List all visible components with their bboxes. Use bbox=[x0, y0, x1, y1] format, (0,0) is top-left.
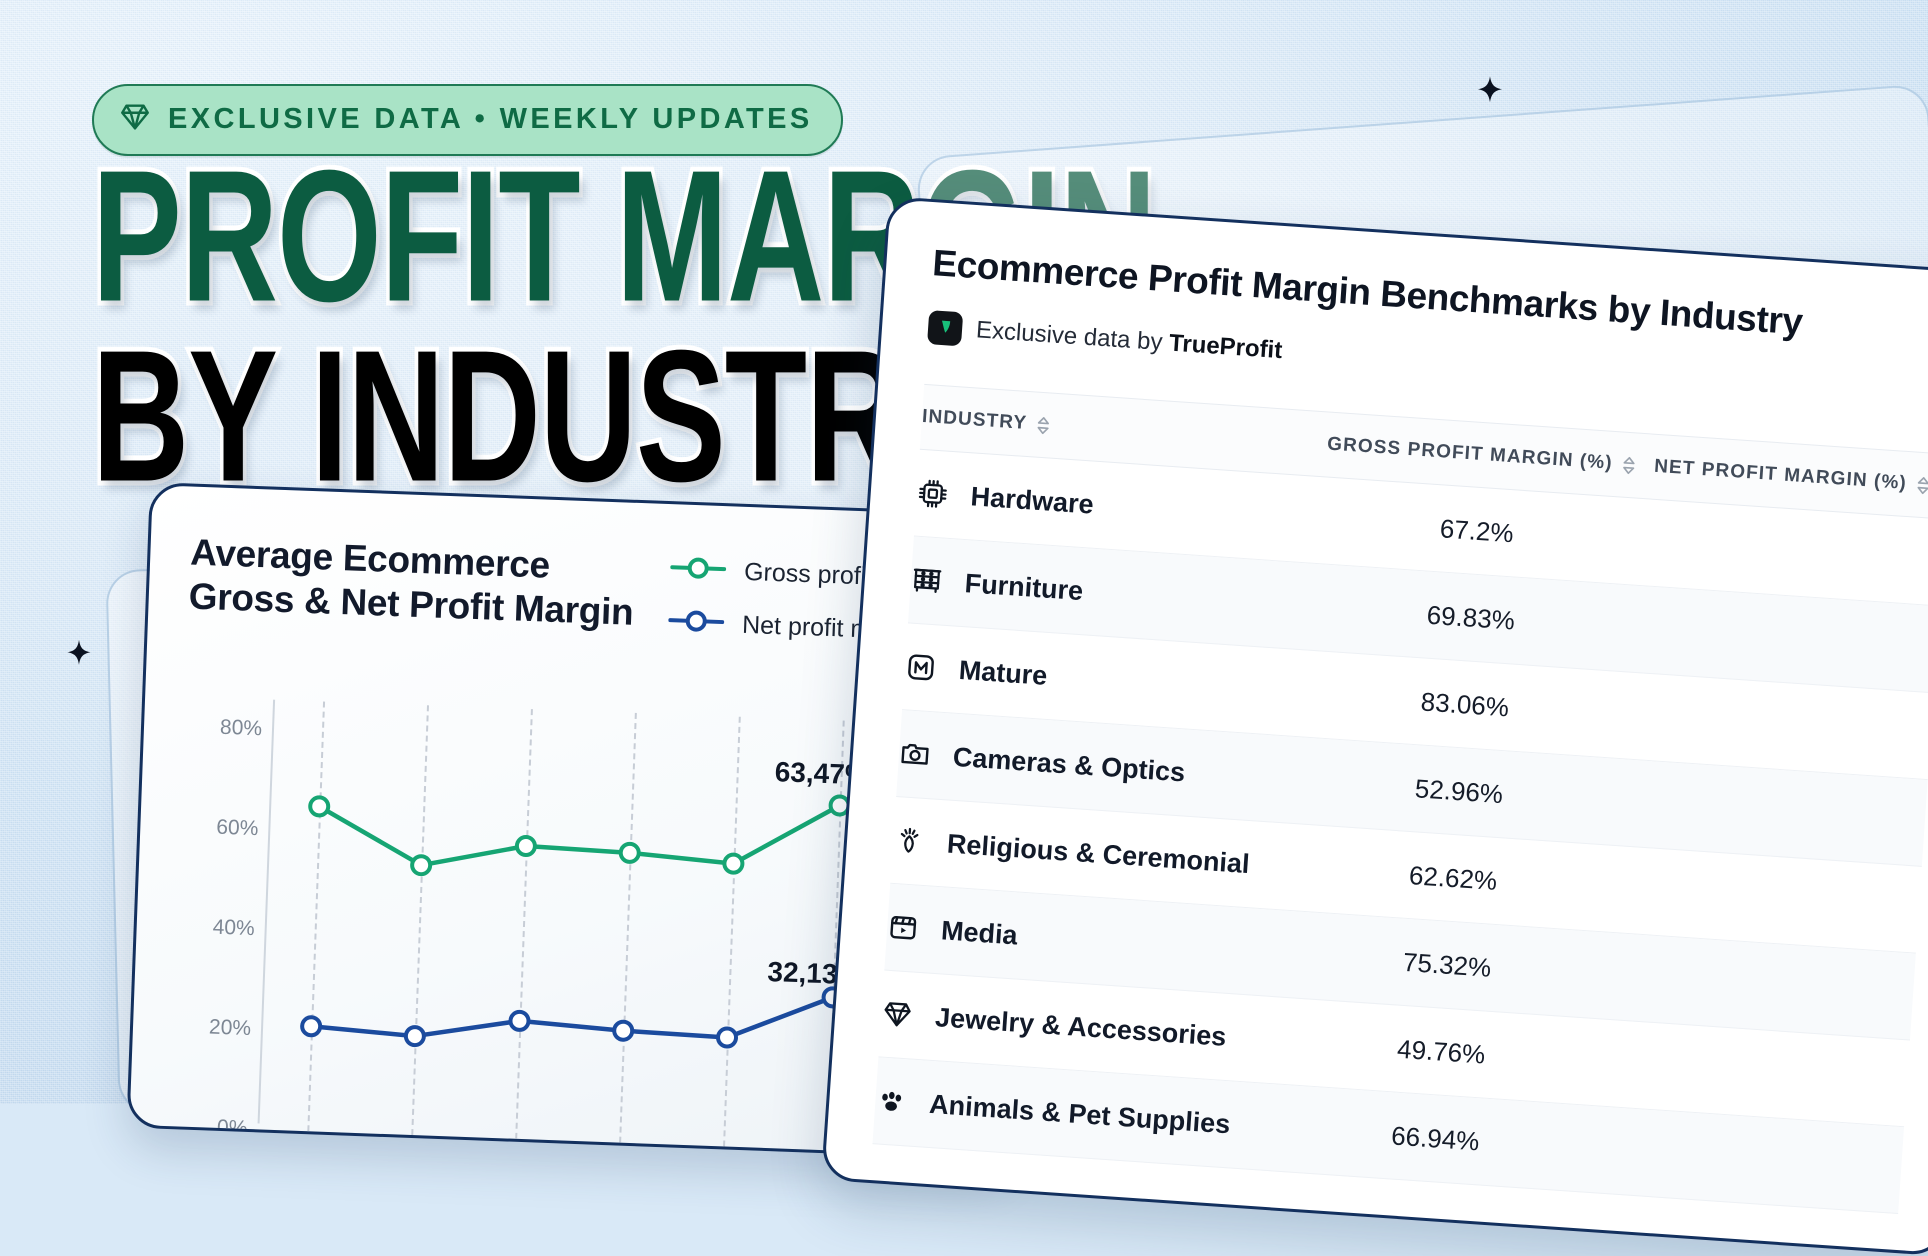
data-point-gross bbox=[722, 852, 745, 875]
cell-gross-margin: 52.96% bbox=[1414, 772, 1505, 809]
cell-net-margin bbox=[1632, 541, 1928, 562]
cell-industry: Mature bbox=[904, 650, 1311, 710]
diamond-icon bbox=[880, 997, 914, 1031]
data-point-net bbox=[403, 1025, 426, 1048]
data-point-gross bbox=[514, 835, 537, 858]
cell-net-margin bbox=[1608, 889, 1919, 910]
attribution-text: Exclusive data by TrueProfit bbox=[975, 316, 1283, 365]
sort-icon[interactable] bbox=[1621, 455, 1637, 475]
cell-gross-margin: 66.94% bbox=[1390, 1119, 1481, 1156]
cell-industry: Cameras & Optics bbox=[898, 737, 1305, 797]
diamond-gem-icon bbox=[118, 100, 152, 139]
data-point-net bbox=[612, 1019, 635, 1042]
table-row[interactable]: Cameras & Optics 52.96% bbox=[896, 710, 1928, 867]
chart-title: Average Ecommerce Gross & Net Profit Mar… bbox=[188, 531, 635, 633]
table-row[interactable]: Mature 83.06% bbox=[902, 623, 1928, 781]
column-header-net-label: NET PROFIT MARGIN (%) bbox=[1653, 455, 1908, 494]
industry-name: Mature bbox=[957, 654, 1049, 691]
exclusive-data-badge: EXCLUSIVE DATA • WEEKLY UPDATES bbox=[92, 84, 843, 156]
paw-icon bbox=[874, 1084, 908, 1118]
column-header-net-profit-margin[interactable]: NET PROFIT MARGIN (%) bbox=[1636, 455, 1928, 498]
table-row[interactable]: Religious & Ceremonial 62.62% bbox=[890, 796, 1922, 954]
chart-legend: Gross profit margin Net profit margin bbox=[667, 554, 1001, 672]
table-row[interactable]: Furniture 69.83% bbox=[907, 536, 1928, 694]
cell-net-margin bbox=[1602, 975, 1913, 996]
table-card-attribution: Exclusive data by TrueProfit bbox=[927, 310, 1928, 414]
cell-industry: Hardware bbox=[916, 477, 1323, 537]
column-header-industry[interactable]: INDUSTRY bbox=[921, 406, 1327, 456]
cell-net-margin bbox=[1591, 1149, 1902, 1170]
industry-name: Jewelry & Accessories bbox=[934, 1001, 1228, 1052]
cell-industry: Animals & Pet Supplies bbox=[874, 1084, 1281, 1144]
legend-item-net[interactable]: Net profit margin bbox=[668, 607, 999, 650]
sort-icon[interactable] bbox=[1915, 475, 1928, 495]
column-header-industry-label: INDUSTRY bbox=[921, 405, 1028, 434]
benchmarks-table-card: Ecommerce Profit Margin Benchmarks by In… bbox=[820, 196, 1928, 1256]
cell-industry: Jewelry & Accessories bbox=[880, 997, 1287, 1057]
cell-net-margin bbox=[1620, 715, 1928, 736]
legend-marker-net-icon bbox=[668, 607, 725, 640]
data-point-net bbox=[716, 1026, 739, 1049]
cell-gross-margin: 83.06% bbox=[1419, 685, 1510, 722]
data-point-net bbox=[508, 1009, 531, 1032]
cell-industry: Furniture bbox=[910, 563, 1317, 623]
table-row[interactable]: Hardware 67.2% bbox=[913, 449, 1928, 607]
trueprofit-logo-icon bbox=[927, 310, 964, 347]
industry-name: Religious & Ceremonial bbox=[946, 828, 1251, 879]
column-header-gross-label: GROSS PROFIT MARGIN (%) bbox=[1326, 433, 1614, 474]
data-point-gross bbox=[308, 795, 331, 818]
data-point-net bbox=[300, 1015, 323, 1038]
table-header-row: INDUSTRY GROSS PROFIT MARGIN (%) NET PRO… bbox=[919, 383, 1928, 520]
cell-gross-margin: 62.62% bbox=[1408, 859, 1499, 896]
industry-name: Hardware bbox=[969, 480, 1095, 520]
m-box-icon bbox=[904, 650, 938, 684]
sparkle-icon bbox=[58, 632, 100, 674]
industry-name: Media bbox=[940, 914, 1019, 950]
dresser-icon bbox=[910, 563, 944, 597]
data-point-gross bbox=[618, 841, 641, 864]
cell-industry: Religious & Ceremonial bbox=[892, 824, 1299, 884]
cell-gross-margin: 67.2% bbox=[1438, 512, 1515, 548]
cell-gross-margin: 69.83% bbox=[1425, 599, 1516, 636]
industry-name: Cameras & Optics bbox=[952, 741, 1187, 788]
attribution-brand: TrueProfit bbox=[1168, 329, 1284, 365]
column-header-gross-profit-margin[interactable]: GROSS PROFIT MARGIN (%) bbox=[1326, 433, 1638, 476]
badge-label: EXCLUSIVE DATA • WEEKLY UPDATES bbox=[168, 103, 813, 135]
cell-net-margin bbox=[1626, 628, 1928, 649]
cell-net-margin bbox=[1614, 802, 1925, 823]
media-player-icon bbox=[886, 911, 920, 945]
cell-net-margin bbox=[1597, 1062, 1908, 1083]
industry-name: Furniture bbox=[963, 567, 1085, 606]
industry-name: Animals & Pet Supplies bbox=[928, 1088, 1232, 1139]
legend-marker-gross-icon bbox=[670, 554, 727, 587]
sort-icon[interactable] bbox=[1035, 415, 1051, 435]
data-point-gross bbox=[410, 854, 433, 877]
cell-gross-margin: 49.76% bbox=[1396, 1033, 1487, 1070]
cell-industry: Media bbox=[886, 911, 1293, 971]
table-row[interactable]: Media 75.32% bbox=[884, 883, 1916, 1041]
attribution-prefix: Exclusive data by bbox=[975, 316, 1164, 356]
cell-gross-margin: 75.32% bbox=[1402, 946, 1493, 983]
incense-icon bbox=[892, 824, 926, 858]
legend-item-gross[interactable]: Gross profit margin bbox=[670, 554, 1001, 597]
table-row[interactable]: Jewelry & Accessories 49.76% bbox=[878, 970, 1910, 1128]
cpu-chip-icon bbox=[916, 477, 950, 511]
camera-icon bbox=[898, 737, 932, 771]
sparkle-icon bbox=[1468, 68, 1512, 112]
